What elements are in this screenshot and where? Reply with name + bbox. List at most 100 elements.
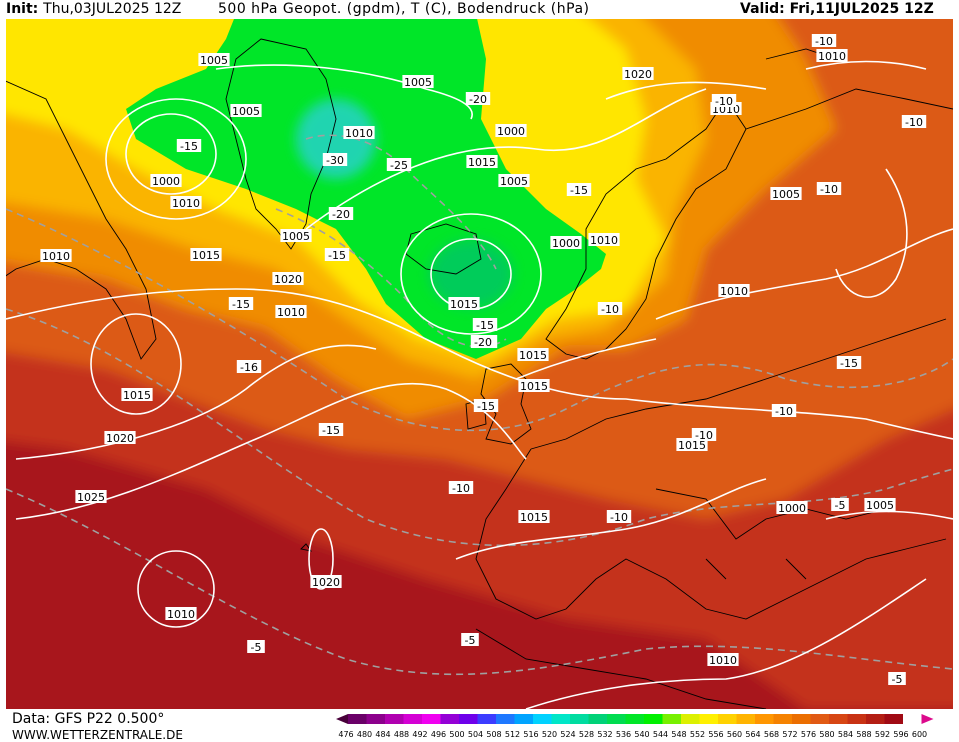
- chart-title: 500 hPa Geopot. (gpdm), T (C), Bodendruc…: [218, 1, 590, 17]
- isobar-1000-low: [105, 98, 247, 220]
- colorbar-tick-label: 492: [412, 730, 427, 739]
- temperature-label: -20: [474, 336, 492, 349]
- temperature-label-bg: [228, 297, 254, 310]
- pressure-label: 1005: [772, 188, 800, 201]
- colorbar-tick-label: 480: [357, 730, 372, 739]
- colorbar-tick-label: 496: [431, 730, 446, 739]
- colorbar-swatches: [336, 714, 934, 724]
- pressure-label: 1015: [520, 380, 548, 393]
- color-scale-legend: 476 480 484 488 492 496 500 504 508 512 516 520 524 5…: [336, 714, 934, 739]
- chart-header: Init: Thu,03JUL2025 12Z 500 hPa Geopot. …: [0, 0, 959, 18]
- temperature-label-bg: [318, 423, 344, 436]
- colorbar-swatch: [847, 714, 866, 724]
- pressure-label-bg: [466, 155, 498, 168]
- colorbar-swatch: [681, 714, 700, 724]
- temperature-label-bg: [901, 115, 927, 128]
- fill-cyan-cores: [296, 99, 513, 308]
- colorbar-tick-label: 556: [708, 730, 723, 739]
- temperature-label: -10: [601, 303, 619, 316]
- pressure-label: 1015: [519, 349, 547, 362]
- colorbar-swatch: [921, 714, 934, 724]
- temperature-label: -15: [328, 249, 346, 262]
- colorbar-swatch: [699, 714, 718, 724]
- website: WWW.WETTERZENTRALE.DE: [12, 728, 183, 742]
- isobar-1020-atlantic: [15, 382, 527, 520]
- isobar-1015-north: [305, 88, 707, 230]
- colorbar-swatch: [477, 714, 496, 724]
- pressure-label-bg: [275, 305, 307, 318]
- pressure-label: 1015: [468, 156, 496, 169]
- temperature-label: -10: [815, 35, 833, 48]
- isobar-1010-northeast: [835, 168, 908, 298]
- coastline-iceland: [405, 223, 482, 275]
- isobar-1020-north: [605, 81, 767, 100]
- temperature-label-bg: [465, 92, 491, 105]
- temperature-label: -10: [695, 429, 713, 442]
- temperature-label: -15: [476, 319, 494, 332]
- pressure-label: 1005: [404, 76, 432, 89]
- colorbar-swatch: [829, 714, 848, 724]
- isotherm-10: [6, 308, 953, 547]
- pressure-label-bg: [495, 124, 527, 137]
- colorbar-tick-label: 512: [505, 730, 520, 739]
- colorbar-swatch: [607, 714, 626, 724]
- temperature-label: -20: [332, 208, 350, 221]
- colorbar-tick-label: 552: [690, 730, 705, 739]
- temperature-label: -10: [610, 511, 628, 524]
- temperature-label: -5: [892, 673, 903, 686]
- temperature-label-bg: [461, 633, 479, 646]
- pressure-labels: 1010100599510001010100510151020101010151…: [40, 49, 896, 667]
- colorbar-tick-label: 484: [375, 730, 390, 739]
- colorbar-swatch: [459, 714, 478, 724]
- colorbar-tick-label: 516: [523, 730, 538, 739]
- pressure-label: 1005: [866, 499, 894, 512]
- temperature-label: -10: [715, 95, 733, 108]
- colorbar-swatch: [773, 714, 792, 724]
- pressure-label-bg: [588, 233, 620, 246]
- pressure-label-bg: [272, 272, 304, 285]
- temperature-label-bg: [606, 510, 632, 523]
- fill-cyan-core-greenland: [296, 99, 376, 179]
- pressure-label: 1015: [520, 511, 548, 524]
- colorbar-tick-label: 528: [579, 730, 594, 739]
- pressure-label-bg: [165, 607, 197, 620]
- colorbar-swatch: [533, 714, 552, 724]
- pressure-label: 1010: [818, 50, 846, 63]
- temperature-label-bg: [816, 182, 842, 195]
- pressure-label: 1020: [624, 68, 652, 81]
- pressure-label-bg: [816, 49, 848, 62]
- fill-cyan-core-norwegian-sea: [429, 240, 513, 308]
- colorbar-tick-label: 564: [745, 730, 760, 739]
- coastline-scandinavia: [545, 98, 747, 360]
- temperature-label: -5: [835, 499, 846, 512]
- pressure-label-bg: [770, 187, 802, 200]
- temperature-label-bg: [473, 399, 499, 412]
- coastline-azores: [300, 543, 313, 552]
- coastline-europe: [475, 318, 947, 620]
- isotherm-15: [6, 208, 953, 432]
- temperature-label: -10: [452, 482, 470, 495]
- temperature-label-bg: [472, 318, 498, 331]
- pressure-label: 1015: [678, 439, 706, 452]
- temperature-label: -30: [326, 154, 344, 167]
- colorbar-swatch: [440, 714, 459, 724]
- isobar-1010-east: [655, 228, 953, 320]
- pressure-label: 1005: [500, 175, 528, 188]
- pressure-label: 1025: [77, 491, 105, 504]
- temperature-label: -15: [232, 298, 250, 311]
- isobar-1015-west: [6, 288, 953, 440]
- isobars: [6, 60, 953, 709]
- colorbar-tick-label: 476: [338, 730, 353, 739]
- colorbar-swatch: [496, 714, 515, 724]
- temperature-label-bg: [470, 335, 496, 348]
- isobar-1010-south: [525, 578, 927, 709]
- pressure-label: 1010: [345, 127, 373, 140]
- colorbar-tick-label: 580: [819, 730, 834, 739]
- isobar-1015-iberia: [455, 478, 767, 560]
- isobar-1005-east: [825, 510, 953, 520]
- isobar-1010-newfoundland-low: [90, 313, 182, 415]
- temperature-label: -15: [477, 400, 495, 413]
- pressure-label-bg: [190, 248, 222, 261]
- pressure-label-bg: [776, 501, 808, 514]
- pressure-label-bg: [448, 297, 480, 310]
